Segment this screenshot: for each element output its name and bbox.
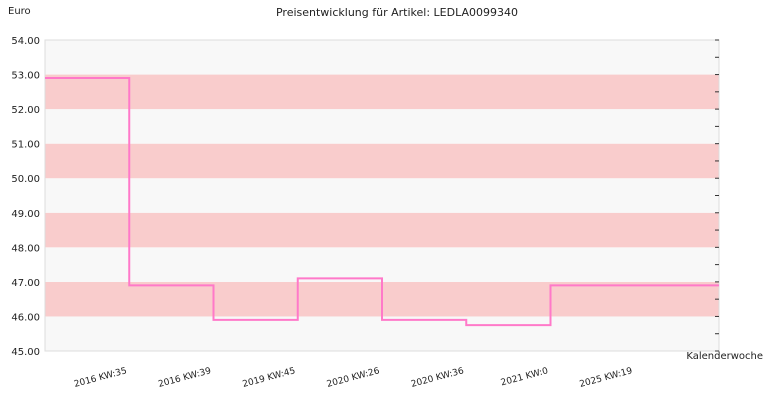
price-step-line — [45, 77, 719, 327]
x-tick-label: 2021 KW:0 — [500, 366, 550, 388]
band — [45, 316, 719, 351]
y-tick-label: 51.00 — [11, 140, 40, 151]
x-axis-label: Kalenderwoche — [686, 351, 763, 362]
band — [45, 212, 719, 248]
chart-title: Preisentwicklung für Artikel: LEDLA00993… — [276, 6, 518, 19]
band — [45, 247, 719, 282]
y-tick-label: 48.00 — [11, 243, 40, 254]
x-tick-label: 2020 KW:36 — [410, 366, 465, 390]
band — [45, 178, 719, 213]
y-tick-label: 53.00 — [11, 71, 40, 82]
y-tick-label: 49.00 — [11, 209, 40, 220]
y-tick-labels: 45.00 46.00 47.00 48.00 49.00 50.00 51.00 52.00… — [11, 36, 40, 358]
y-tick-label: 54.00 — [11, 36, 40, 47]
background-bands — [45, 40, 719, 351]
x-tick-labels: 2016 KW:35 2016 KW:39 2019 KW:45 2020 KW:26… — [73, 366, 634, 390]
x-tick-label: 2016 KW:39 — [157, 366, 212, 390]
y-tick-label: 50.00 — [11, 174, 40, 185]
y-tick-label: 47.00 — [11, 278, 40, 289]
y-tick-label: 52.00 — [11, 105, 40, 116]
y-tick-label: 46.00 — [11, 312, 40, 323]
band — [45, 143, 719, 179]
x-tick-label: 2019 KW:45 — [242, 366, 297, 390]
y-axis-label: Euro — [8, 6, 31, 17]
x-tick-label: 2016 KW:35 — [73, 366, 128, 390]
band — [45, 40, 719, 75]
y-tick-label: 45.00 — [11, 347, 40, 358]
band — [45, 74, 719, 110]
right-axis-ticks — [715, 39, 719, 352]
x-tick-label: 2020 KW:26 — [326, 366, 381, 390]
band — [45, 109, 719, 144]
x-tick-label: 2025 KW:19 — [579, 366, 634, 390]
